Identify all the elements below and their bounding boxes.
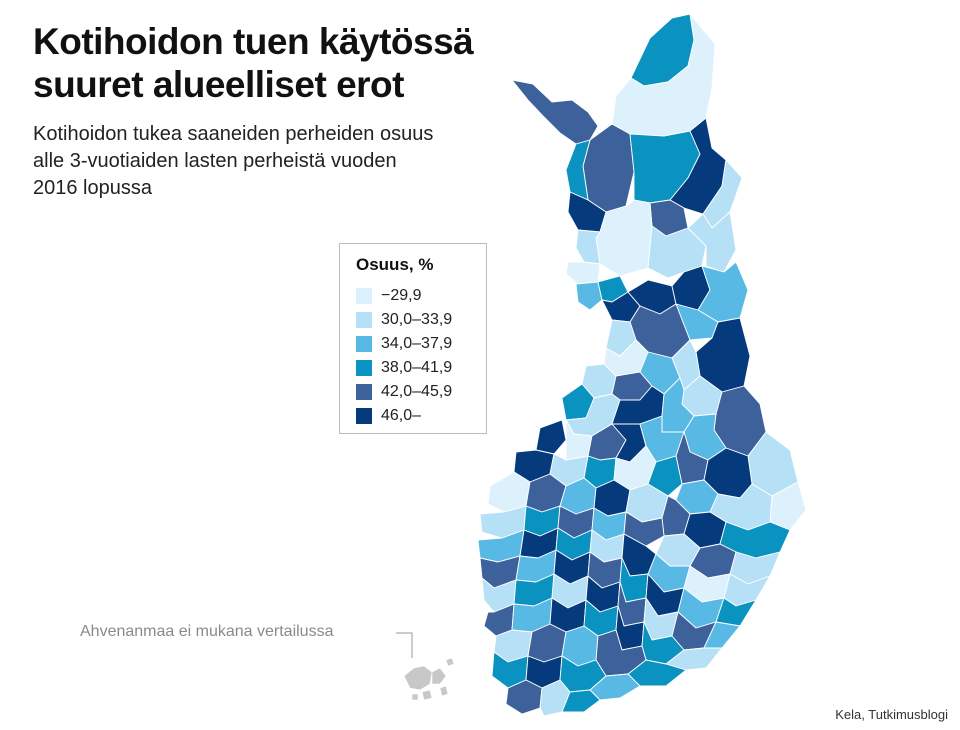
subtitle-line-2: alle 3-vuotiaiden lasten perheistä vuode… (33, 150, 397, 172)
aland-islands (403, 657, 455, 701)
municipality-region[interactable] (565, 261, 601, 285)
municipality-region[interactable] (575, 229, 601, 265)
legend-label: 34,0–37,9 (381, 335, 453, 352)
page-title: Kotihoidon tuen käytössä suuret alueelli… (33, 20, 493, 106)
legend-label: 42,0–45,9 (381, 383, 453, 400)
legend-item: 46,0– (356, 404, 486, 428)
municipality-region[interactable] (647, 455, 683, 497)
legend-swatch (356, 384, 372, 400)
page-subtitle: Kotihoidon tukea saaneiden perheiden osu… (33, 121, 453, 202)
legend-item: 34,0–37,9 (356, 332, 486, 356)
legend-swatch (356, 336, 372, 352)
aland-island (431, 667, 447, 685)
aland-island (411, 693, 419, 701)
legend-swatch (356, 408, 372, 424)
aland-island (439, 685, 449, 697)
municipality-region[interactable] (715, 597, 757, 627)
legend-label: 38,0–41,9 (381, 359, 453, 376)
title-line-2: suuret alueelliset erot (33, 64, 404, 105)
legend-swatch (356, 312, 372, 328)
subtitle-line-3: 2016 lopussa (33, 177, 152, 199)
source-credit: Kela, Tutkimusblogi (835, 707, 948, 722)
legend-item: 30,0–33,9 (356, 308, 486, 332)
aland-island (421, 689, 433, 701)
legend-label: 46,0– (381, 407, 422, 424)
municipality-region[interactable] (487, 471, 531, 513)
legend-item: −29,9 (356, 284, 486, 308)
municipality-region[interactable] (687, 211, 737, 273)
legend-item: 42,0–45,9 (356, 380, 486, 404)
title-line-1: Kotihoidon tuen käytössä (33, 21, 474, 62)
aland-island (403, 665, 433, 691)
municipality-region[interactable] (511, 79, 599, 145)
aland-leader-line (396, 632, 413, 658)
municipality-region[interactable] (561, 689, 601, 713)
legend-box: Osuus, % −29,9 30,0–33,9 34,0–37,9 38,0–… (339, 243, 487, 434)
legend-swatch (356, 288, 372, 304)
legend-label: 30,0–33,9 (381, 311, 453, 328)
aland-island (445, 657, 455, 667)
municipality-layer (477, 13, 807, 717)
legend-label: −29,9 (381, 287, 422, 304)
legend-title: Osuus, % (356, 255, 434, 274)
legend-item: 38,0–41,9 (356, 356, 486, 380)
municipality-region[interactable] (575, 281, 603, 311)
aland-note: Ahvenanmaa ei mukana vertailussa (80, 623, 334, 640)
subtitle-line-1: Kotihoidon tukea saaneiden perheiden osu… (33, 123, 434, 145)
legend-swatch (356, 360, 372, 376)
municipality-region[interactable] (535, 419, 567, 455)
